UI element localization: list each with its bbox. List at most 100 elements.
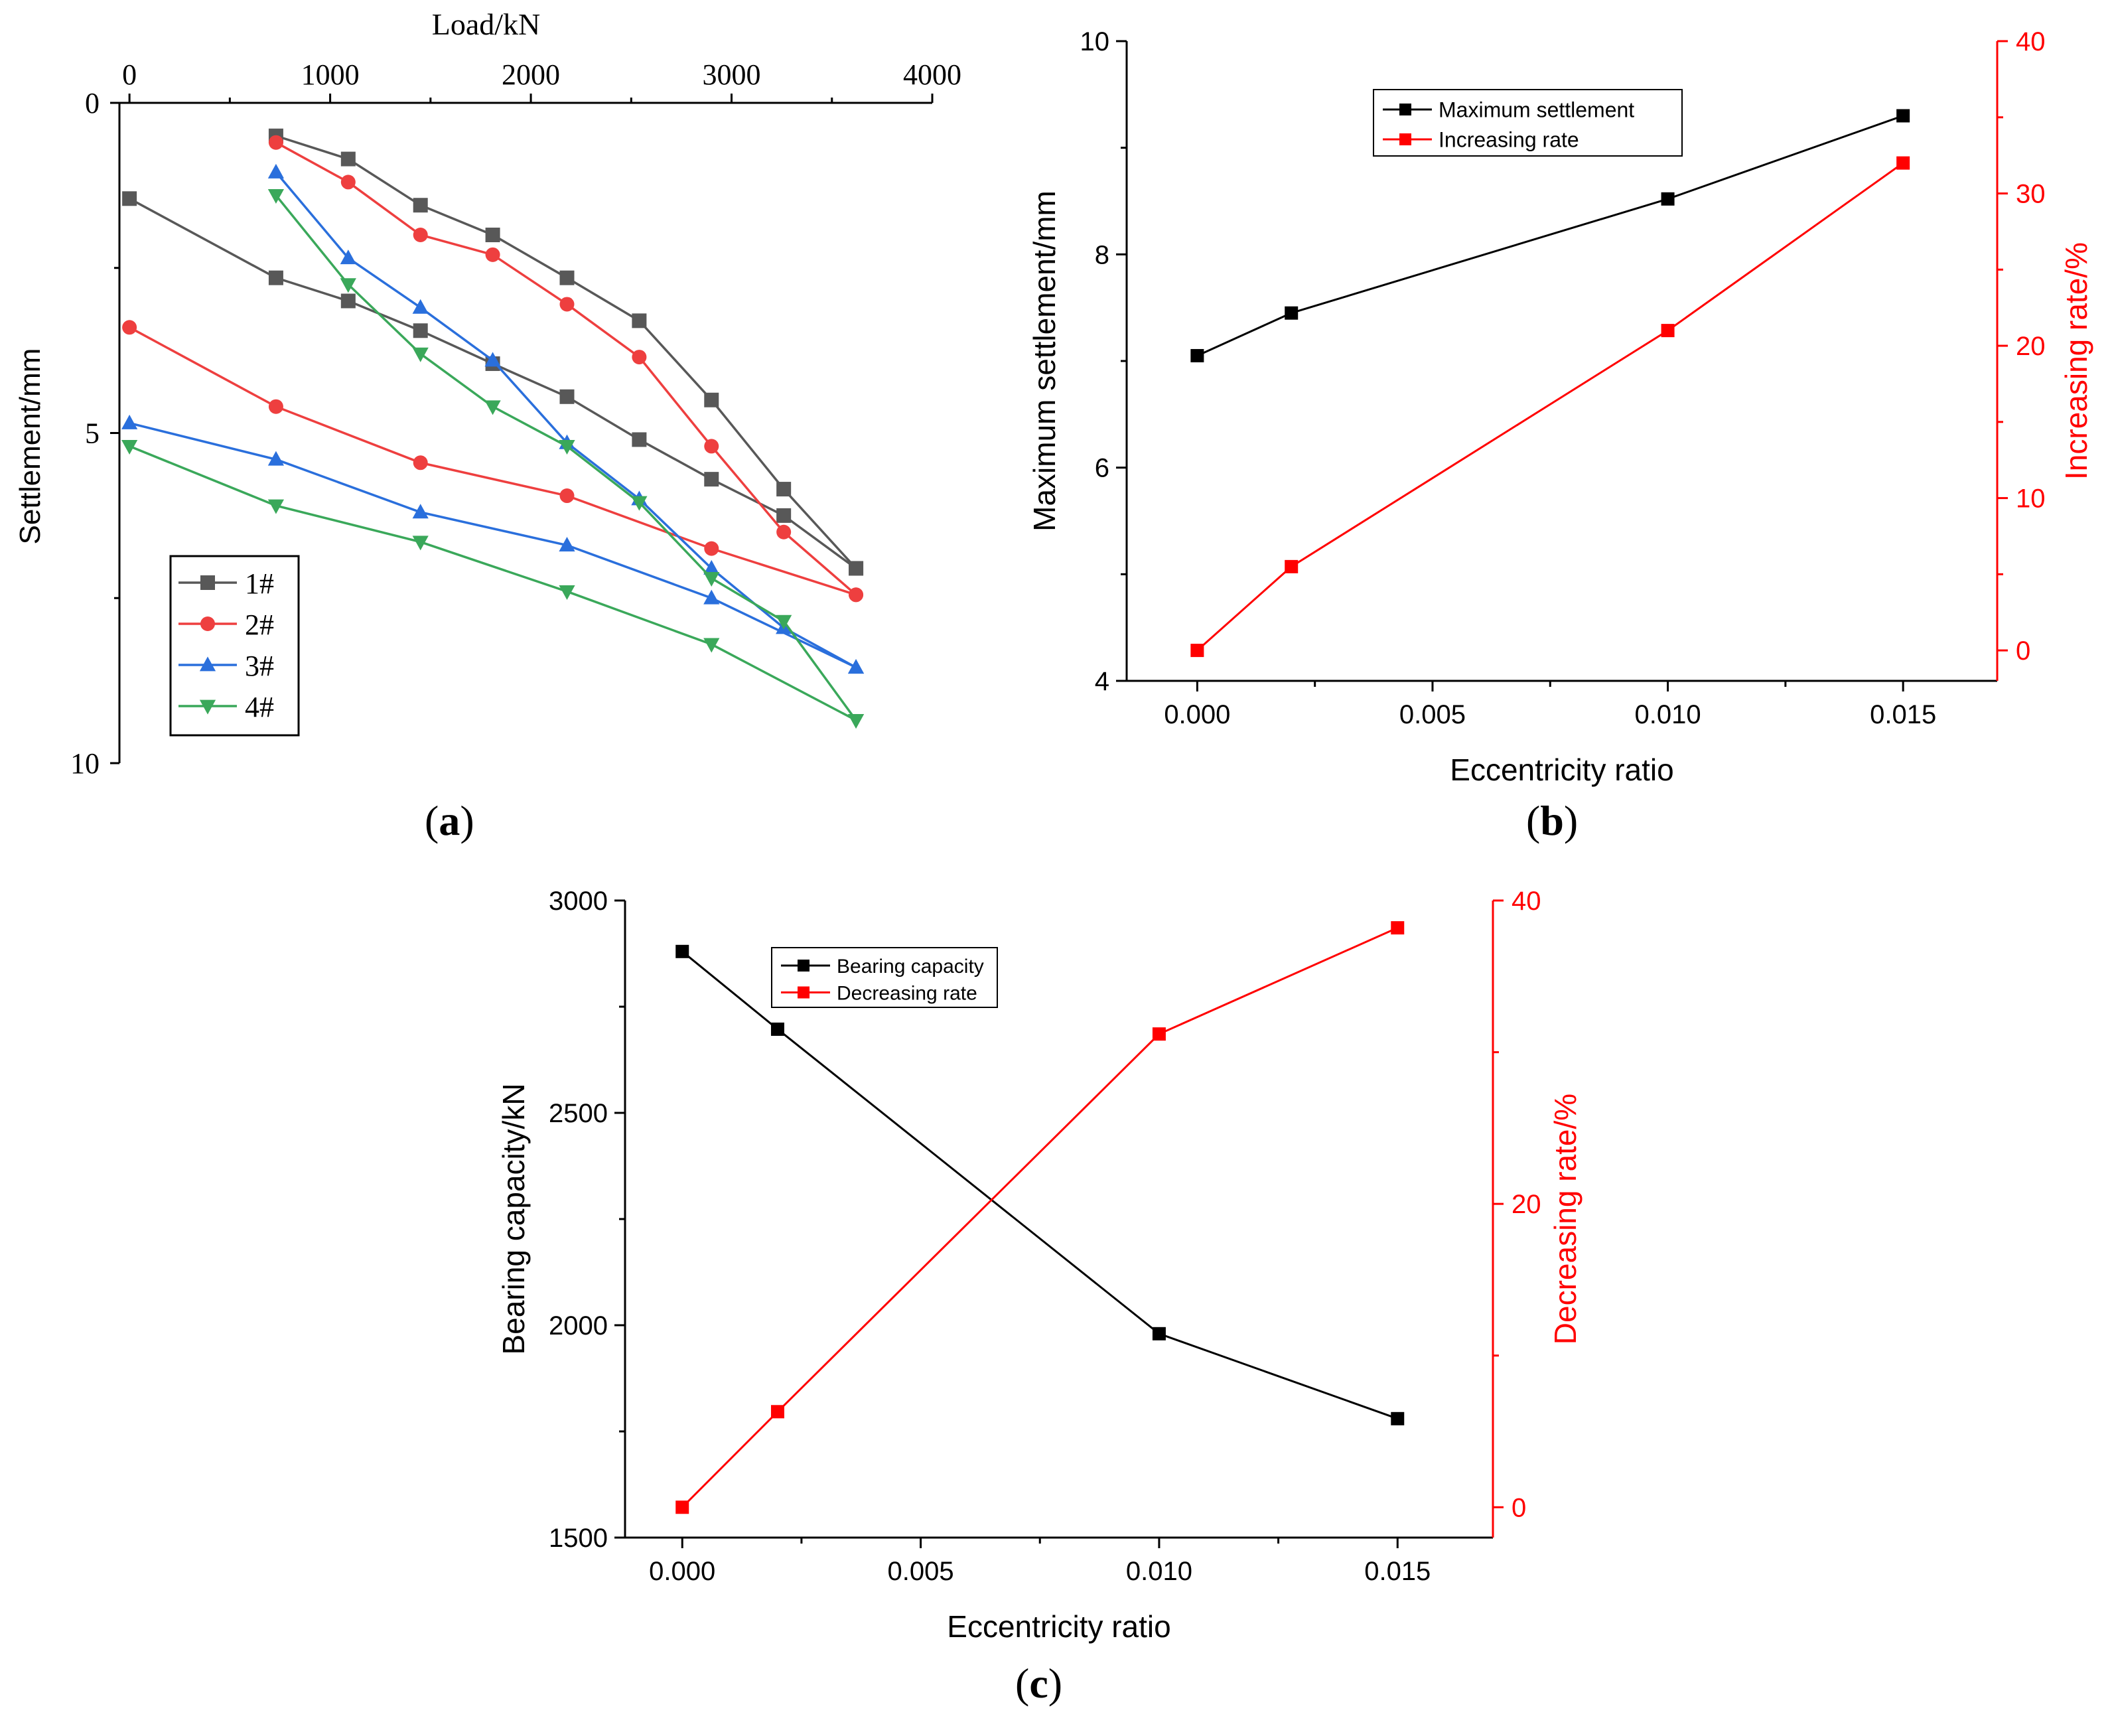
data-point (267, 163, 285, 179)
y2-tick-label: 40 (2016, 27, 2046, 56)
data-point (631, 496, 648, 511)
data-point (413, 228, 428, 242)
data-point (632, 350, 647, 365)
y2-axis-title: Decreasing rate/% (1548, 1094, 1583, 1344)
data-point (268, 270, 283, 285)
y-tick-label: 0 (85, 87, 100, 119)
x-tick-label: 0.000 (1164, 700, 1230, 729)
panel-label-c-open: ( (1015, 1660, 1030, 1707)
data-point (485, 228, 500, 242)
data-point (485, 247, 500, 262)
series-line-4# (129, 445, 857, 721)
data-point (847, 713, 865, 729)
x-tick-label: 0.015 (1870, 700, 1936, 729)
data-point (849, 587, 864, 603)
data-point (1285, 559, 1299, 573)
panel-label-c: (c) (1015, 1659, 1062, 1708)
legend-label: 2# (245, 609, 274, 641)
x-tick-label: 0.010 (1635, 700, 1701, 729)
y-tick-label: 3000 (549, 887, 608, 916)
chart-c: 0.000 0.005 0.010 0.015 1500 2000 2500 3000 0 20 4… (496, 887, 1583, 1644)
x-tick-label: 1000 (301, 58, 360, 91)
data-point (340, 151, 356, 167)
data-point (122, 320, 137, 335)
data-point (412, 536, 429, 551)
legend-label: Decreasing rate (837, 982, 977, 1004)
y2-tick-label: 20 (2016, 332, 2046, 361)
data-point (121, 414, 138, 429)
data-point (484, 400, 501, 415)
legend-label: Increasing rate (1439, 128, 1579, 152)
data-point (340, 175, 356, 190)
legend-label: Maximum settlement (1439, 98, 1634, 122)
legend-marker (1399, 104, 1411, 115)
series-line (1196, 162, 1904, 652)
data-point (776, 508, 792, 523)
data-point (122, 191, 137, 206)
y-tick-label: 2000 (549, 1311, 608, 1340)
data-point (847, 659, 865, 674)
data-point (1152, 1327, 1166, 1340)
data-point (1896, 109, 1910, 123)
legend-label: 3# (245, 650, 274, 682)
legend-label: 1# (245, 567, 274, 600)
panel-label-b-close: ) (1563, 797, 1579, 844)
x-tick-label: 4000 (903, 58, 961, 91)
y-axis-title: Settlement/mm (14, 348, 46, 545)
data-point (559, 270, 575, 285)
y-tick-label: 6 (1095, 454, 1109, 483)
panel-label-b-letter: b (1540, 797, 1564, 844)
panel-label-c-letter: c (1029, 1660, 1048, 1707)
y-tick-label: 8 (1095, 240, 1109, 269)
y-tick-label: 5 (85, 417, 100, 450)
data-point (704, 439, 719, 454)
series-line-2# (129, 326, 857, 596)
legend-marker (1399, 133, 1411, 145)
data-point (703, 559, 720, 575)
data-point (704, 392, 719, 407)
data-point (776, 482, 792, 497)
y2-tick-label: 30 (2016, 180, 2046, 209)
x-tick-label: 0.010 (1126, 1557, 1192, 1586)
panel-label-b-open: ( (1526, 797, 1541, 844)
data-point (559, 440, 575, 455)
data-point (703, 638, 720, 653)
legend-marker (798, 960, 810, 972)
data-point (412, 299, 429, 314)
data-point (675, 944, 689, 958)
y-axis-title: Maximum settlement/mm (1027, 190, 1062, 532)
x-axis-title: Load/kN (432, 7, 541, 41)
y-tick-label: 2500 (549, 1099, 608, 1128)
x-tick-label: 0.005 (888, 1557, 954, 1586)
data-point (340, 278, 356, 293)
data-point (340, 250, 356, 265)
y2-tick-label: 10 (2016, 484, 2046, 514)
data-point (1190, 348, 1204, 362)
data-point (776, 524, 792, 540)
chart-b: 0.000 0.005 0.010 0.015 4 6 8 10 0 10 20 30 40 Eccent… (1027, 27, 2093, 787)
panel-label-a-letter: a (439, 797, 460, 844)
y2-tick-label: 20 (1512, 1190, 1541, 1219)
data-point (632, 432, 647, 447)
data-point (1391, 921, 1405, 935)
data-point (121, 440, 138, 455)
data-point (559, 488, 575, 504)
chart-a: 0 1000 2000 3000 4000 0 5 10 Load/kN Settlement/m… (14, 7, 961, 780)
series-line-3# (129, 421, 857, 669)
data-point (1190, 644, 1204, 658)
data-point (849, 561, 864, 576)
data-point (1896, 156, 1910, 170)
data-point (267, 499, 285, 514)
y2-tick-label: 0 (2016, 636, 2030, 666)
data-point (412, 504, 429, 519)
series-line (681, 950, 1398, 1420)
y-axis-title: Bearing capacity/kN (496, 1083, 531, 1354)
data-point (770, 1405, 784, 1419)
data-point (267, 451, 285, 466)
panel-label-a-close: ) (460, 797, 474, 844)
data-point (412, 347, 429, 362)
legend-marker (199, 656, 216, 672)
x-tick-label: 0.005 (1399, 700, 1466, 729)
